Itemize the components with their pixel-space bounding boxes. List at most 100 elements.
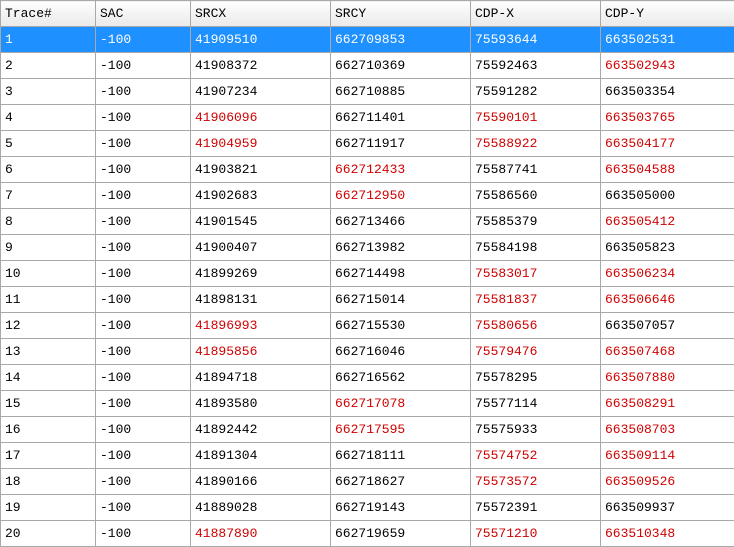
cell[interactable]: 662717078	[331, 391, 471, 417]
cell[interactable]: 663505000	[601, 183, 734, 209]
cell[interactable]: 41907234	[191, 79, 331, 105]
cell[interactable]: 75587741	[471, 157, 601, 183]
cell[interactable]: -100	[96, 261, 191, 287]
cell[interactable]: 75583017	[471, 261, 601, 287]
cell[interactable]: 663509526	[601, 469, 734, 495]
cell[interactable]: 41898131	[191, 287, 331, 313]
table-row[interactable]: 3-1004190723466271088575591282663503354	[1, 79, 734, 105]
cell[interactable]: 41896993	[191, 313, 331, 339]
cell[interactable]: -100	[96, 157, 191, 183]
cell[interactable]: 41899269	[191, 261, 331, 287]
cell[interactable]: -100	[96, 365, 191, 391]
cell[interactable]: -100	[96, 53, 191, 79]
cell[interactable]: 41892442	[191, 417, 331, 443]
table-row[interactable]: 16-1004189244266271759575575933663508703	[1, 417, 734, 443]
cell[interactable]: 5	[1, 131, 96, 157]
cell[interactable]: 75571210	[471, 521, 601, 547]
table-row[interactable]: 12-1004189699366271553075580656663507057	[1, 313, 734, 339]
table-row[interactable]: 19-1004188902866271914375572391663509937	[1, 495, 734, 521]
cell[interactable]: 663506234	[601, 261, 734, 287]
cell[interactable]: 4	[1, 105, 96, 131]
cell[interactable]: 75574752	[471, 443, 601, 469]
cell[interactable]: -100	[96, 105, 191, 131]
cell[interactable]: 19	[1, 495, 96, 521]
table-row[interactable]: 4-1004190609666271140175590101663503765	[1, 105, 734, 131]
cell[interactable]: -100	[96, 27, 191, 53]
table-row[interactable]: 5-1004190495966271191775588922663504177	[1, 131, 734, 157]
cell[interactable]: 662717595	[331, 417, 471, 443]
cell[interactable]: 662713982	[331, 235, 471, 261]
cell[interactable]: 663508703	[601, 417, 734, 443]
cell[interactable]: 75593644	[471, 27, 601, 53]
cell[interactable]: -100	[96, 209, 191, 235]
table-row[interactable]: 10-1004189926966271449875583017663506234	[1, 261, 734, 287]
cell[interactable]: 6	[1, 157, 96, 183]
cell[interactable]: 662715530	[331, 313, 471, 339]
cell[interactable]: 75579476	[471, 339, 601, 365]
cell[interactable]: 662710369	[331, 53, 471, 79]
cell[interactable]: 1	[1, 27, 96, 53]
cell[interactable]: 7	[1, 183, 96, 209]
cell[interactable]: 662715014	[331, 287, 471, 313]
table-row[interactable]: 17-1004189130466271811175574752663509114	[1, 443, 734, 469]
cell[interactable]: 662709853	[331, 27, 471, 53]
cell[interactable]: -100	[96, 183, 191, 209]
cell[interactable]: -100	[96, 495, 191, 521]
cell[interactable]: 75580656	[471, 313, 601, 339]
cell[interactable]: 663510348	[601, 521, 734, 547]
cell[interactable]: 41906096	[191, 105, 331, 131]
cell[interactable]: 41893580	[191, 391, 331, 417]
cell[interactable]: 663508291	[601, 391, 734, 417]
cell[interactable]: 75584198	[471, 235, 601, 261]
cell[interactable]: 12	[1, 313, 96, 339]
cell[interactable]: 41891304	[191, 443, 331, 469]
cell[interactable]: 41903821	[191, 157, 331, 183]
cell[interactable]: 75585379	[471, 209, 601, 235]
cell[interactable]: -100	[96, 287, 191, 313]
cell[interactable]: 663504177	[601, 131, 734, 157]
cell[interactable]: -100	[96, 339, 191, 365]
cell[interactable]: 662718627	[331, 469, 471, 495]
cell[interactable]: -100	[96, 313, 191, 339]
table-row[interactable]: 11-1004189813166271501475581837663506646	[1, 287, 734, 313]
col-header[interactable]: CDP-Y	[601, 1, 734, 27]
cell[interactable]: -100	[96, 79, 191, 105]
cell[interactable]: 662713466	[331, 209, 471, 235]
cell[interactable]: 663502943	[601, 53, 734, 79]
table-row[interactable]: 7-1004190268366271295075586560663505000	[1, 183, 734, 209]
cell[interactable]: 75581837	[471, 287, 601, 313]
cell[interactable]: 662714498	[331, 261, 471, 287]
table-row[interactable]: 1-1004190951066270985375593644663502531	[1, 27, 734, 53]
cell[interactable]: 662719659	[331, 521, 471, 547]
cell[interactable]: 75577114	[471, 391, 601, 417]
col-header[interactable]: SRCX	[191, 1, 331, 27]
table-row[interactable]: 18-1004189016666271862775573572663509526	[1, 469, 734, 495]
cell[interactable]: 41904959	[191, 131, 331, 157]
cell[interactable]: 663509114	[601, 443, 734, 469]
table-row[interactable]: 14-1004189471866271656275578295663507880	[1, 365, 734, 391]
col-header[interactable]: SAC	[96, 1, 191, 27]
cell[interactable]: 75575933	[471, 417, 601, 443]
cell[interactable]: 663507468	[601, 339, 734, 365]
table-row[interactable]: 9-1004190040766271398275584198663505823	[1, 235, 734, 261]
cell[interactable]: 41901545	[191, 209, 331, 235]
col-header[interactable]: Trace#	[1, 1, 96, 27]
cell[interactable]: 41895856	[191, 339, 331, 365]
cell[interactable]: 41889028	[191, 495, 331, 521]
cell[interactable]: -100	[96, 443, 191, 469]
cell[interactable]: 662719143	[331, 495, 471, 521]
cell[interactable]: 75573572	[471, 469, 601, 495]
cell[interactable]: 75590101	[471, 105, 601, 131]
table-row[interactable]: 2-1004190837266271036975592463663502943	[1, 53, 734, 79]
cell[interactable]: 663506646	[601, 287, 734, 313]
cell[interactable]: 41902683	[191, 183, 331, 209]
cell[interactable]: 662718111	[331, 443, 471, 469]
cell[interactable]: 15	[1, 391, 96, 417]
cell[interactable]: 9	[1, 235, 96, 261]
cell[interactable]: -100	[96, 469, 191, 495]
cell[interactable]: 2	[1, 53, 96, 79]
cell[interactable]: 663509937	[601, 495, 734, 521]
cell[interactable]: 75588922	[471, 131, 601, 157]
cell[interactable]: 41900407	[191, 235, 331, 261]
cell[interactable]: 663502531	[601, 27, 734, 53]
